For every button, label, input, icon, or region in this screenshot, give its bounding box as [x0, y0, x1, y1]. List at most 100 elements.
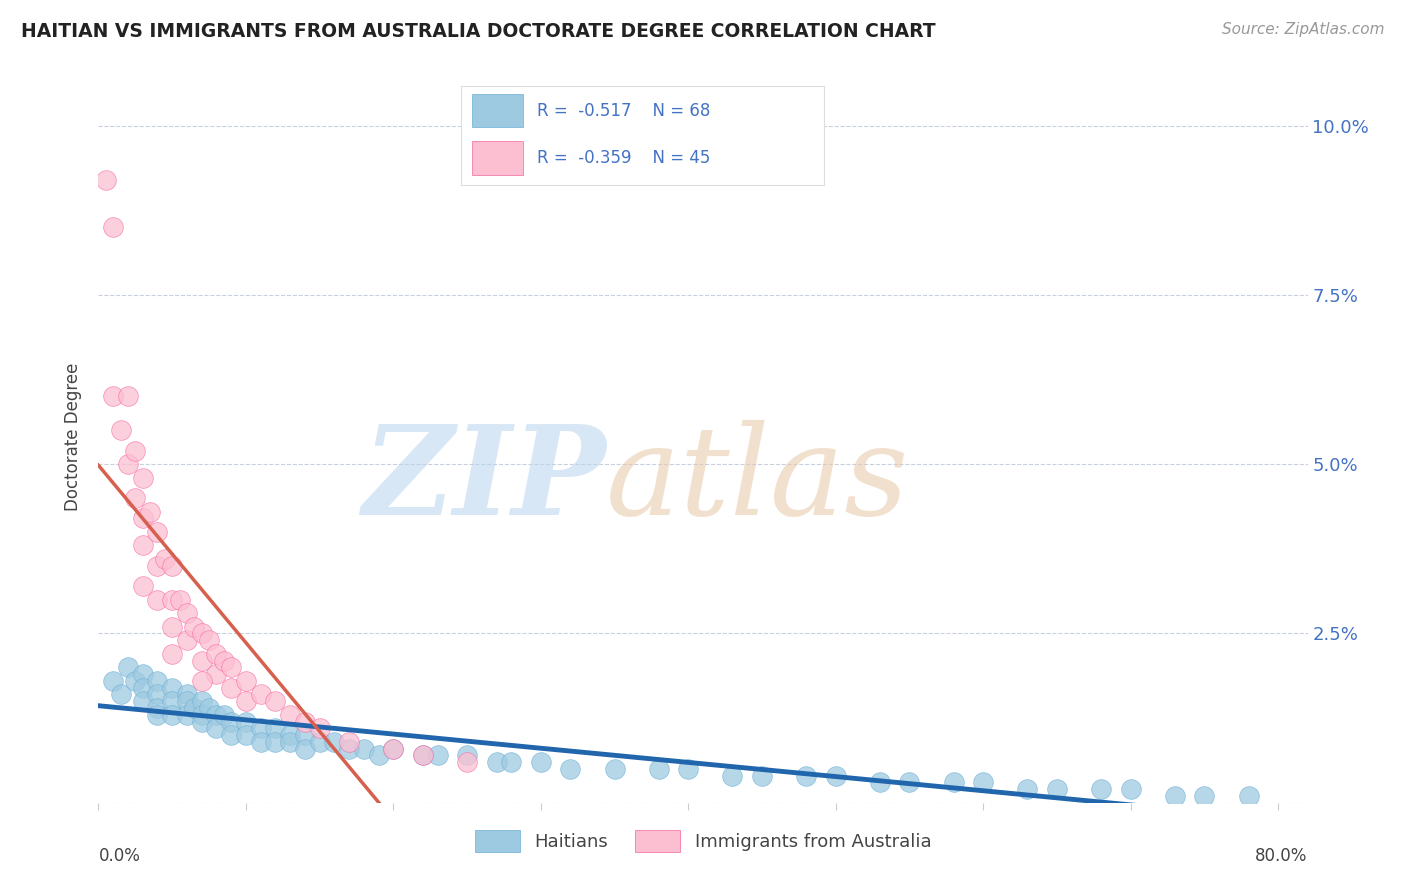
Text: 0.0%: 0.0%: [98, 847, 141, 864]
Point: [412, 748, 434, 763]
Point: [212, 654, 235, 668]
Point: [160, 647, 183, 661]
Point: [176, 694, 198, 708]
Point: [146, 688, 169, 702]
Point: [1164, 789, 1187, 803]
Point: [898, 775, 921, 789]
Point: [264, 735, 287, 749]
Point: [169, 592, 191, 607]
Point: [198, 701, 221, 715]
Point: [176, 707, 198, 722]
Point: [278, 728, 301, 742]
Point: [530, 755, 553, 769]
Point: [219, 660, 242, 674]
Point: [678, 762, 700, 776]
Point: [190, 707, 212, 722]
Point: [603, 762, 626, 776]
Point: [501, 755, 523, 769]
Point: [160, 694, 183, 708]
Point: [721, 769, 744, 783]
Point: [1046, 782, 1069, 797]
Point: [1017, 782, 1039, 797]
Point: [456, 755, 478, 769]
Point: [382, 741, 405, 756]
Point: [212, 707, 235, 722]
Point: [264, 694, 287, 708]
Point: [794, 769, 817, 783]
Point: [160, 592, 183, 607]
Point: [183, 701, 205, 715]
Point: [219, 714, 242, 729]
Point: [337, 735, 360, 749]
Point: [124, 673, 146, 688]
Point: [235, 673, 257, 688]
Point: [146, 524, 169, 539]
Point: [560, 762, 582, 776]
Point: [146, 673, 169, 688]
Y-axis label: Doctorate Degree: Doctorate Degree: [65, 363, 83, 511]
Point: [249, 721, 271, 735]
Text: 80.0%: 80.0%: [1256, 847, 1308, 864]
Point: [176, 688, 198, 702]
Point: [367, 748, 389, 763]
Text: atlas: atlas: [606, 420, 910, 541]
Point: [382, 741, 405, 756]
Point: [323, 735, 346, 749]
Point: [337, 741, 360, 756]
Point: [942, 775, 965, 789]
Point: [117, 389, 139, 403]
Point: [131, 694, 153, 708]
Point: [1090, 782, 1112, 797]
Point: [190, 673, 212, 688]
Point: [264, 721, 287, 735]
Point: [353, 741, 375, 756]
Point: [235, 694, 257, 708]
Point: [146, 707, 169, 722]
Point: [146, 701, 169, 715]
Point: [1119, 782, 1142, 797]
Point: [205, 721, 228, 735]
Point: [198, 633, 221, 648]
Point: [1237, 789, 1260, 803]
Point: [294, 714, 316, 729]
Point: [294, 741, 316, 756]
Point: [117, 660, 139, 674]
Point: [235, 714, 257, 729]
Point: [308, 735, 330, 749]
Text: HAITIAN VS IMMIGRANTS FROM AUSTRALIA DOCTORATE DEGREE CORRELATION CHART: HAITIAN VS IMMIGRANTS FROM AUSTRALIA DOC…: [21, 22, 936, 41]
Legend: Haitians, Immigrants from Australia: Haitians, Immigrants from Australia: [467, 823, 939, 860]
Point: [1194, 789, 1216, 803]
Point: [456, 748, 478, 763]
Point: [146, 558, 169, 573]
Point: [824, 769, 846, 783]
Point: [294, 728, 316, 742]
Text: Source: ZipAtlas.com: Source: ZipAtlas.com: [1222, 22, 1385, 37]
Point: [278, 735, 301, 749]
Point: [183, 620, 205, 634]
Point: [190, 694, 212, 708]
Point: [101, 673, 124, 688]
Point: [648, 762, 671, 776]
Point: [101, 389, 124, 403]
Point: [249, 688, 271, 702]
Point: [110, 688, 132, 702]
Point: [131, 511, 153, 525]
Point: [131, 538, 153, 552]
Point: [869, 775, 891, 789]
Point: [176, 633, 198, 648]
Point: [124, 491, 146, 505]
Point: [131, 667, 153, 681]
Point: [160, 558, 183, 573]
Point: [219, 728, 242, 742]
Point: [190, 626, 212, 640]
Point: [101, 220, 124, 235]
Point: [176, 606, 198, 620]
Point: [160, 620, 183, 634]
Point: [219, 681, 242, 695]
Point: [131, 681, 153, 695]
Point: [94, 172, 117, 186]
Point: [131, 579, 153, 593]
Point: [110, 423, 132, 437]
Point: [117, 457, 139, 471]
Point: [205, 647, 228, 661]
